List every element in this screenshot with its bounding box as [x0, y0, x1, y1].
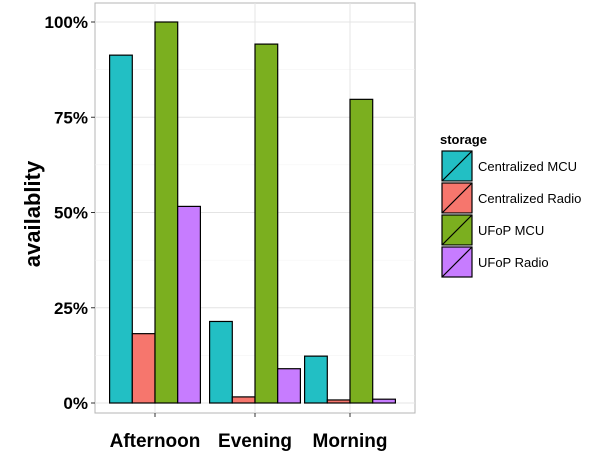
y-tick-label: 0%	[63, 394, 88, 413]
legend-label: UFoP MCU	[478, 223, 544, 238]
bar-evening-ufop-mcu	[254, 43, 279, 404]
bars	[108, 21, 397, 404]
y-tick-label: 75%	[54, 108, 88, 127]
bar-morning-ufop-mcu	[349, 98, 374, 404]
legend-swatch-slash	[441, 182, 473, 214]
bar-morning-ufop-radio	[372, 398, 397, 404]
bar-afternoon-centralized-mcu	[108, 54, 133, 404]
x-tick-label: Morning	[313, 431, 388, 452]
legend-label: Centralized MCU	[478, 159, 577, 174]
bar-morning-centralized-mcu	[304, 355, 328, 404]
bar-evening-centralized-mcu	[209, 320, 233, 404]
legend: storage Centralized MCU Centralized Radio…	[440, 132, 581, 279]
legend-swatch-slash	[441, 150, 473, 182]
y-axis-title: availablity	[20, 160, 45, 267]
x-tick-label: Evening	[218, 431, 292, 452]
legend-label: Centralized Radio	[478, 191, 581, 206]
legend-title: storage	[440, 132, 487, 147]
bar-evening-centralized-radio	[231, 396, 256, 404]
x-tick-label: Afternoon	[110, 431, 201, 452]
y-tick-label: 100%	[45, 13, 88, 32]
y-tick-label: 50%	[54, 204, 88, 223]
bar-morning-centralized-radio	[326, 399, 351, 404]
bar-evening-ufop-radio	[277, 368, 302, 404]
axes: 0% 25% 50% 75% 100% Afternoon Evening Morning	[45, 13, 388, 452]
y-tick-label: 25%	[54, 299, 88, 318]
legend-swatch-slash	[441, 246, 473, 278]
legend-swatch-slash	[441, 214, 473, 246]
legend-label: UFoP Radio	[478, 255, 549, 270]
bar-afternoon-ufop-radio	[177, 205, 201, 404]
bar-afternoon-centralized-radio	[131, 333, 156, 404]
bar-afternoon-ufop-mcu	[154, 21, 179, 404]
